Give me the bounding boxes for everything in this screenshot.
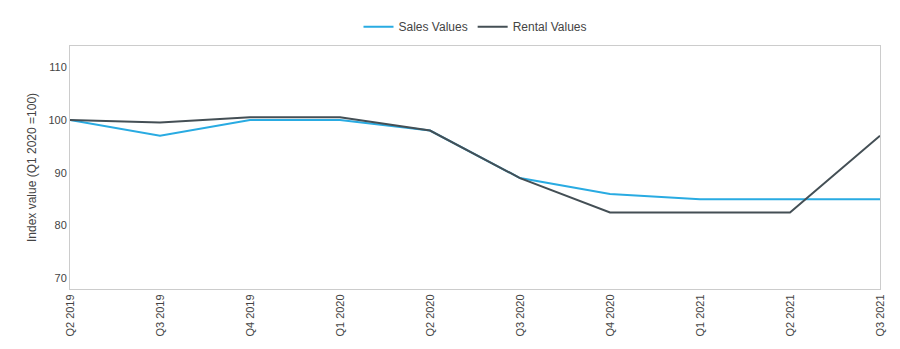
svg-text:Q4 2020: Q4 2020: [604, 294, 616, 336]
svg-text:110: 110: [49, 61, 67, 73]
svg-text:80: 80: [55, 219, 67, 231]
svg-text:100: 100: [48, 114, 66, 126]
svg-text:Q1 2021: Q1 2021: [694, 294, 706, 336]
svg-text:Q2 2021: Q2 2021: [784, 294, 796, 336]
svg-text:Q3 2021: Q3 2021: [874, 294, 886, 336]
svg-text:Q1 2020: Q1 2020: [334, 294, 346, 336]
svg-text:Q3 2019: Q3 2019: [154, 294, 166, 336]
svg-text:Q2 2020: Q2 2020: [424, 294, 436, 336]
svg-text:Q3 2020: Q3 2020: [514, 294, 526, 336]
svg-text:90: 90: [55, 167, 67, 179]
svg-text:Rental Values: Rental Values: [513, 20, 587, 34]
svg-text:Q4 2019: Q4 2019: [244, 294, 256, 336]
svg-text:Sales Values: Sales Values: [399, 20, 468, 34]
svg-text:Q2 2019: Q2 2019: [64, 294, 76, 336]
svg-text:Index value (Q1 2020 =100): Index value (Q1 2020 =100): [25, 93, 39, 242]
svg-text:70: 70: [55, 272, 67, 284]
